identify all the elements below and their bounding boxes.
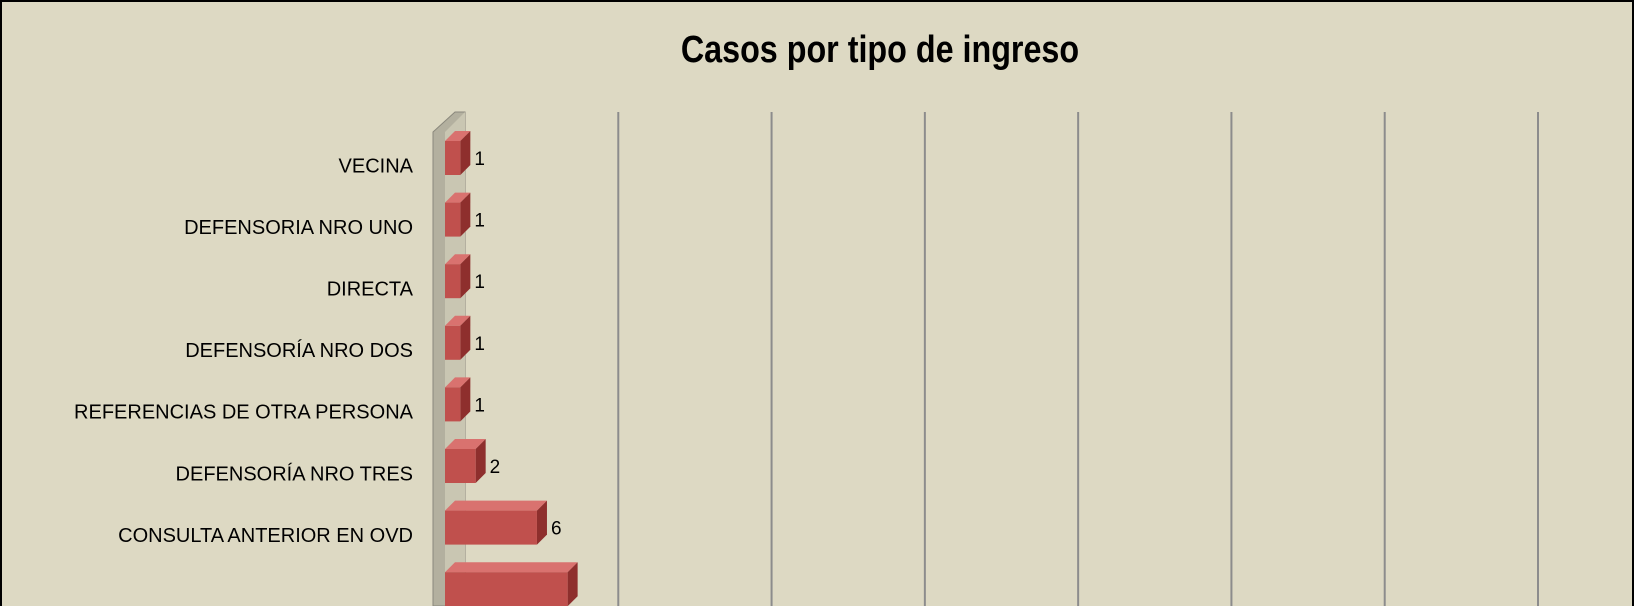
bar-top	[445, 439, 486, 449]
y-tick-label: CONSULTA ANTERIOR EN OVD	[118, 525, 413, 547]
bar-side	[460, 254, 471, 299]
chart-title: Casos por tipo de ingreso	[681, 29, 1079, 71]
bar-top	[445, 254, 471, 265]
bar-side	[460, 192, 471, 237]
data-label: 1	[474, 395, 485, 416]
y-tick-label: DIRECTA	[327, 278, 414, 300]
y-tick-label: VECINA	[339, 155, 414, 177]
bar-top	[445, 315, 471, 326]
data-label: 1	[474, 149, 485, 170]
bar-side	[567, 562, 578, 606]
bar	[445, 325, 461, 360]
bar	[445, 387, 461, 422]
bar	[445, 141, 461, 175]
bar-top	[445, 562, 578, 573]
bar-side	[460, 315, 471, 360]
bar-side	[460, 131, 471, 175]
y-tick-label: REFERENCIAS DE OTRA PERSONA	[74, 402, 414, 424]
data-label: 1	[474, 272, 485, 293]
y-tick-label: DEFENSORÍA NRO DOS	[185, 339, 413, 362]
bar	[445, 202, 461, 237]
bar-top	[445, 131, 471, 141]
bar	[445, 572, 568, 606]
bar	[445, 510, 537, 545]
y-tick-label: DEFENSORÍA NRO TRES	[176, 462, 413, 485]
y-tick-label: DEFENSORIA NRO UNO	[184, 217, 413, 239]
data-label: 1	[474, 211, 485, 232]
bar	[445, 449, 476, 483]
data-label: 6	[551, 519, 562, 540]
data-label: 2	[490, 457, 501, 478]
bar	[445, 264, 461, 299]
bar-top	[445, 192, 471, 203]
data-label: 1	[474, 334, 485, 355]
bar-top	[445, 377, 471, 388]
bar-side	[536, 500, 547, 545]
bar-side	[460, 377, 471, 422]
bar-side	[475, 439, 486, 483]
bar-top	[445, 500, 547, 511]
